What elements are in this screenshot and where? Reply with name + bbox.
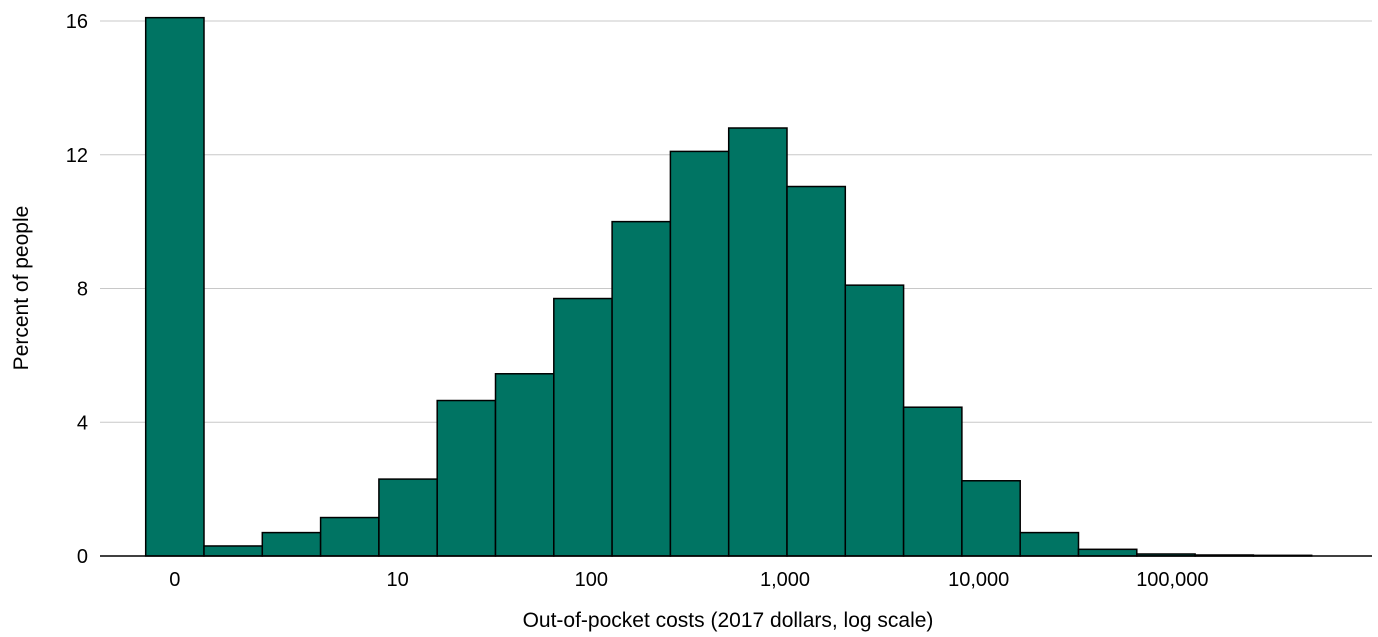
bar <box>261 531 322 557</box>
x-tick-label: 100,000 <box>1136 569 1208 591</box>
x-tick-label: 0 <box>169 569 180 591</box>
bar <box>961 480 1021 557</box>
bar <box>611 220 672 557</box>
bar <box>902 406 963 557</box>
bar <box>378 478 438 557</box>
x-tick-label: 10,000 <box>948 569 1009 591</box>
y-tick-label: 16 <box>66 11 88 33</box>
x-tick-label: 10 <box>387 569 409 591</box>
y-tick-label: 8 <box>77 279 88 301</box>
y-axis-title: Percent of people <box>10 206 33 371</box>
bar <box>436 399 497 557</box>
x-tick-labels: 0 10 100 1,000 10,000 100,000 <box>169 569 1208 591</box>
bars <box>144 16 1313 557</box>
bar <box>1077 548 1138 557</box>
y-tick-label: 4 <box>77 412 88 434</box>
bar <box>319 516 380 557</box>
bar <box>786 185 847 557</box>
bar <box>669 150 730 557</box>
x-tick-label: 1,000 <box>760 569 810 591</box>
bar <box>727 127 788 557</box>
x-tick-label: 100 <box>575 569 608 591</box>
y-tick-label: 0 <box>77 546 88 568</box>
x-axis-title: Out-of-pocket costs (2017 dollars, log s… <box>523 609 934 632</box>
bar <box>1019 531 1080 557</box>
bar <box>494 373 555 557</box>
y-tick-label: 12 <box>66 145 88 167</box>
bar <box>844 284 905 557</box>
bar-zero <box>144 16 205 557</box>
bar <box>203 545 264 557</box>
y-tick-labels: 0 4 8 12 16 <box>66 11 88 568</box>
bar <box>553 297 613 557</box>
